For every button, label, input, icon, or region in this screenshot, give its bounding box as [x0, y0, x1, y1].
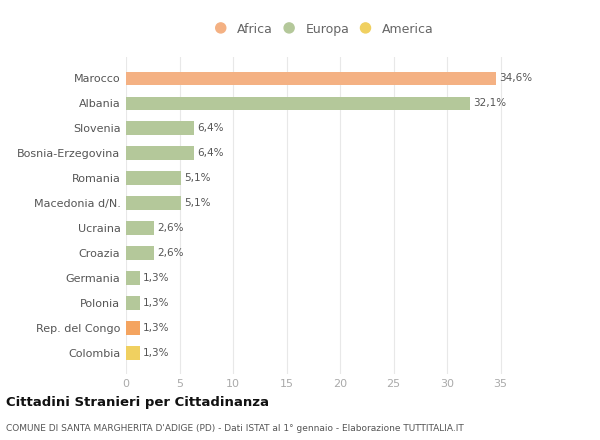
- Legend: Africa, Europa, America: Africa, Europa, America: [211, 19, 437, 40]
- Text: 2,6%: 2,6%: [157, 223, 184, 233]
- Bar: [126, 271, 140, 285]
- Bar: [126, 196, 181, 210]
- Bar: [126, 321, 140, 335]
- Text: 5,1%: 5,1%: [184, 198, 210, 208]
- Text: 1,3%: 1,3%: [143, 348, 170, 358]
- Bar: [126, 346, 140, 359]
- Text: 6,4%: 6,4%: [198, 148, 224, 158]
- Text: 34,6%: 34,6%: [500, 73, 533, 84]
- Bar: [126, 296, 140, 310]
- Text: COMUNE DI SANTA MARGHERITA D'ADIGE (PD) - Dati ISTAT al 1° gennaio - Elaborazion: COMUNE DI SANTA MARGHERITA D'ADIGE (PD) …: [6, 425, 464, 433]
- Text: 6,4%: 6,4%: [198, 123, 224, 133]
- Text: 32,1%: 32,1%: [473, 99, 506, 108]
- Bar: [126, 96, 470, 110]
- Text: 2,6%: 2,6%: [157, 248, 184, 258]
- Text: 1,3%: 1,3%: [143, 298, 170, 308]
- Text: 1,3%: 1,3%: [143, 273, 170, 283]
- Bar: [126, 171, 181, 185]
- Bar: [126, 246, 154, 260]
- Text: Cittadini Stranieri per Cittadinanza: Cittadini Stranieri per Cittadinanza: [6, 396, 269, 409]
- Bar: [126, 121, 194, 135]
- Bar: [126, 221, 154, 235]
- Bar: [126, 147, 194, 160]
- Bar: [126, 72, 496, 85]
- Text: 1,3%: 1,3%: [143, 323, 170, 333]
- Text: 5,1%: 5,1%: [184, 173, 210, 183]
